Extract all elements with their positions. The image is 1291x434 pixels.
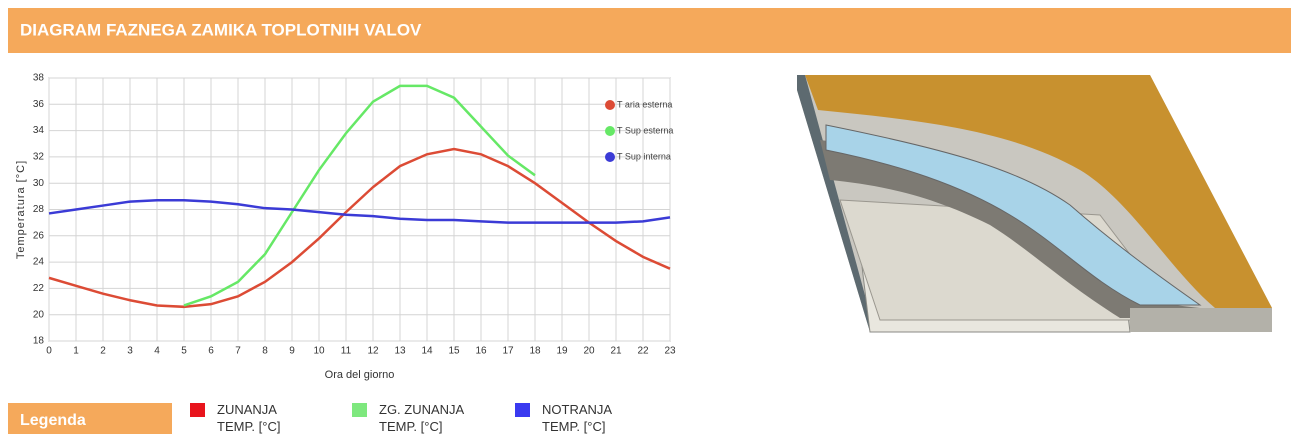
y-tick-label: 38	[33, 73, 45, 84]
y-axis-label: Temperatura [°C]	[15, 160, 27, 259]
legend-item-label: ZG. ZUNANJA TEMP. [°C]	[379, 402, 464, 434]
x-tick-label: 19	[556, 346, 568, 357]
y-tick-label: 34	[33, 125, 45, 136]
y-tick-label: 24	[33, 257, 45, 268]
legend-item: ZG. ZUNANJA TEMP. [°C]	[379, 402, 464, 434]
legend-swatch	[190, 403, 205, 417]
legend-item-label: ZUNANJA TEMP. [°C]	[217, 402, 281, 434]
x-tick-label: 20	[583, 346, 595, 357]
legend-label: T Sup esterna	[617, 125, 673, 135]
x-tick-label: 0	[46, 346, 52, 357]
x-tick-label: 5	[181, 346, 187, 357]
x-tick-label: 9	[289, 346, 295, 357]
legend-item: ZUNANJA TEMP. [°C]	[217, 402, 281, 434]
legend-label: T aria esterna	[617, 99, 672, 109]
floor-illustration	[797, 75, 1272, 333]
y-tick-label: 20	[33, 309, 45, 320]
x-tick-label: 14	[421, 346, 433, 357]
header-bar	[8, 8, 1291, 53]
legend-title-box	[8, 403, 172, 434]
x-tick-label: 15	[448, 346, 460, 357]
legend-swatch	[515, 403, 530, 417]
y-tick-label: 18	[33, 336, 45, 347]
legend-title: Legenda	[20, 412, 86, 429]
x-tick-label: 8	[262, 346, 268, 357]
x-tick-label: 4	[154, 346, 160, 357]
legend-swatch	[352, 403, 367, 417]
legend-item-label: NOTRANJA TEMP. [°C]	[542, 402, 612, 434]
y-tick-label: 30	[33, 178, 45, 189]
y-tick-label: 32	[33, 152, 45, 163]
x-tick-label: 23	[664, 346, 676, 357]
series-line	[183, 84, 536, 307]
legend-label: T Sup interna	[617, 151, 671, 161]
x-tick-label: 6	[208, 346, 214, 357]
series-line	[48, 147, 671, 309]
x-tick-label: 3	[127, 346, 133, 357]
legend-marker	[605, 126, 615, 136]
x-tick-label: 1	[73, 346, 79, 357]
x-tick-label: 13	[394, 346, 406, 357]
x-tick-label: 21	[610, 346, 622, 357]
x-tick-label: 18	[529, 346, 541, 357]
x-tick-label: 12	[367, 346, 379, 357]
x-tick-label: 10	[313, 346, 325, 357]
y-tick-label: 28	[33, 204, 45, 215]
series-line	[48, 199, 671, 224]
legend-item: NOTRANJA TEMP. [°C]	[542, 402, 612, 434]
legend: ZUNANJA TEMP. [°C] ZG. ZUNANJA TEMP. [°C]…	[190, 402, 612, 434]
legend-marker	[605, 100, 615, 110]
y-tick-label: 26	[33, 230, 45, 241]
x-tick-label: 7	[235, 346, 241, 357]
x-axis-label: Ora del giorno	[325, 369, 395, 381]
x-tick-label: 16	[475, 346, 487, 357]
y-tick-label: 36	[33, 99, 45, 110]
x-tick-label: 17	[502, 346, 514, 357]
x-tick-label: 22	[637, 346, 649, 357]
legend-marker	[605, 152, 615, 162]
y-tick-label: 22	[33, 283, 45, 294]
header-title: DIAGRAM FAZNEGA ZAMIKA TOPLOTNIH VALOV	[20, 20, 422, 39]
x-tick-label: 11	[341, 346, 352, 357]
x-tick-label: 2	[100, 346, 106, 357]
